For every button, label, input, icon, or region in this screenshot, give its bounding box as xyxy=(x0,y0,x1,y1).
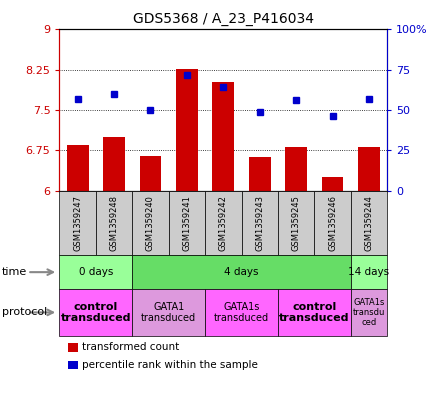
Text: GSM1359246: GSM1359246 xyxy=(328,195,337,251)
Text: GSM1359241: GSM1359241 xyxy=(182,195,191,251)
Bar xyxy=(351,255,387,289)
Text: GSM1359240: GSM1359240 xyxy=(146,195,155,251)
Bar xyxy=(278,191,314,255)
Bar xyxy=(67,145,88,191)
Bar xyxy=(358,147,380,191)
Bar xyxy=(132,289,205,336)
Bar xyxy=(205,289,278,336)
Bar xyxy=(59,289,132,336)
Bar xyxy=(132,191,169,255)
Text: percentile rank within the sample: percentile rank within the sample xyxy=(82,360,258,370)
Bar xyxy=(205,191,242,255)
Text: GSM1359243: GSM1359243 xyxy=(255,195,264,251)
Text: GSM1359247: GSM1359247 xyxy=(73,195,82,251)
Text: GATA1
transduced: GATA1 transduced xyxy=(141,302,196,323)
Text: 0 days: 0 days xyxy=(79,267,113,277)
Bar xyxy=(213,82,234,191)
Bar xyxy=(351,191,387,255)
Text: GATA1s
transdu
ced: GATA1s transdu ced xyxy=(353,298,385,327)
Text: GATA1s
transduced: GATA1s transduced xyxy=(214,302,269,323)
Bar xyxy=(139,156,161,191)
Text: 14 days: 14 days xyxy=(348,267,389,277)
Bar xyxy=(249,157,271,191)
Bar xyxy=(96,191,132,255)
Bar xyxy=(59,191,96,255)
Text: GSM1359244: GSM1359244 xyxy=(364,195,374,251)
Text: control
transduced: control transduced xyxy=(61,302,131,323)
Bar xyxy=(314,191,351,255)
Bar xyxy=(59,255,132,289)
Bar xyxy=(103,137,125,191)
Bar xyxy=(242,191,278,255)
Bar xyxy=(132,255,351,289)
Text: protocol: protocol xyxy=(2,307,48,318)
Text: GSM1359245: GSM1359245 xyxy=(292,195,301,251)
Bar xyxy=(285,147,307,191)
Text: transformed count: transformed count xyxy=(82,342,180,353)
Bar xyxy=(351,289,387,336)
Text: GSM1359242: GSM1359242 xyxy=(219,195,228,251)
Bar xyxy=(169,191,205,255)
Bar xyxy=(176,69,198,191)
Text: control
transduced: control transduced xyxy=(279,302,350,323)
Bar xyxy=(278,289,351,336)
Bar xyxy=(322,177,344,191)
Text: GSM1359248: GSM1359248 xyxy=(110,195,118,251)
Title: GDS5368 / A_23_P416034: GDS5368 / A_23_P416034 xyxy=(133,12,314,26)
Text: time: time xyxy=(2,267,27,277)
Text: 4 days: 4 days xyxy=(224,267,259,277)
